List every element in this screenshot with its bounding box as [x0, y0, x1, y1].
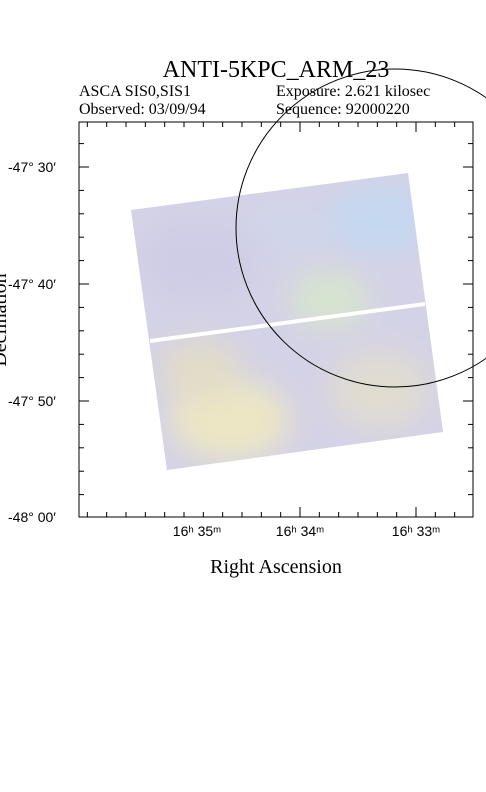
exposure: Exposure: 2.621 kilosec: [276, 83, 430, 100]
instrument: ASCA SIS0,SIS1: [79, 83, 191, 100]
y-tick-label: -48° 00′: [8, 509, 56, 525]
sequence: Sequence: 92000220: [276, 101, 410, 118]
y-axis-label: Declination: [0, 273, 11, 366]
y-tick-label: -47° 50′: [8, 393, 56, 409]
x-axis-label: Right Ascension: [210, 556, 342, 578]
observed: Observed: 03/09/94: [79, 101, 206, 118]
x-tick-label: 16ʰ 33ᵐ: [392, 523, 440, 539]
x-tick-label: 16ʰ 35ᵐ: [173, 523, 221, 539]
region-circle: [235, 68, 486, 388]
y-tick-label: -47° 30′: [8, 159, 56, 175]
x-tick-label: 16ʰ 34ᵐ: [276, 523, 324, 539]
title: ANTI-5KPC_ARM_23: [163, 57, 390, 83]
tick-marks: [79, 122, 473, 517]
y-tick-label: -47° 40′: [8, 276, 56, 292]
image: [131, 173, 443, 470]
